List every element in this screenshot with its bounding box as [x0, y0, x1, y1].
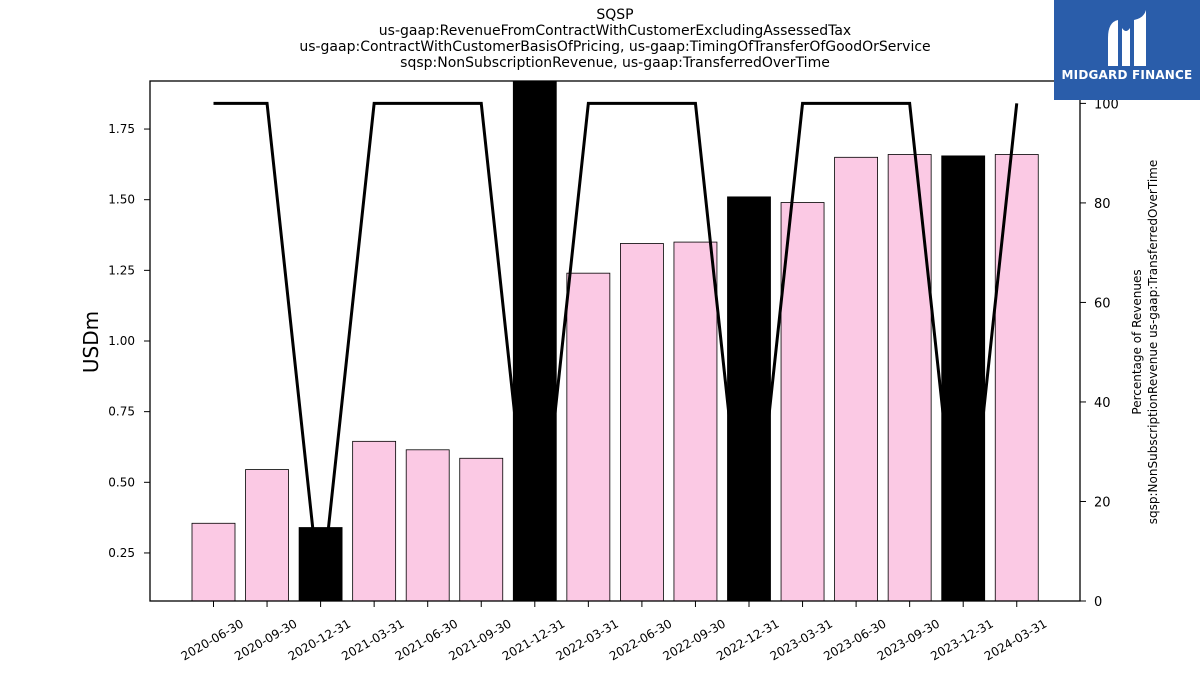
bars-group — [191, 80, 1039, 602]
y2-tick-label: 20 — [1094, 495, 1111, 510]
bar-2022-12-31 — [727, 196, 771, 602]
bar-2021-06-30 — [405, 449, 450, 602]
percentage-line — [213, 101, 1019, 602]
bar-2023-03-31 — [780, 202, 825, 602]
y2-tick-label: 0 — [1094, 595, 1102, 610]
plot-frame — [149, 80, 1081, 602]
y2-axis-ticks: 0 20 40 60 80 100 — [1080, 97, 1119, 610]
percentage-line-group — [213, 101, 1019, 602]
y2-axis-label-line-1: Percentage of Revenues — [1130, 269, 1144, 414]
bar-2021-12-31 — [512, 80, 557, 602]
y-tick-label: 1.75 — [108, 122, 135, 136]
y2-tick-label: 100 — [1094, 97, 1119, 112]
bar-2024-03-31 — [994, 154, 1039, 602]
y-tick-label: 1.50 — [108, 193, 135, 207]
y-tick-label: 0.75 — [108, 405, 135, 419]
chart-title-line-1: SQSP — [596, 7, 634, 23]
x-axis-ticks: 2020-06-302020-09-302020-12-312021-03-31… — [179, 601, 1049, 663]
bar-2023-12-31 — [941, 155, 986, 602]
y2-tick-label: 80 — [1094, 197, 1111, 212]
y-tick-label: 0.25 — [108, 546, 135, 560]
bar-2023-09-30 — [887, 154, 932, 602]
y2-tick-label: 60 — [1094, 296, 1111, 311]
logo-mark-icon — [1108, 10, 1146, 66]
y-tick-label: 0.50 — [108, 475, 135, 489]
bar-2021-09-30 — [459, 457, 504, 602]
bar-2023-06-30 — [834, 156, 878, 602]
chart-title-line-3: us-gaap:ContractWithCustomerBasisOfPrici… — [299, 39, 931, 55]
y-axis-ticks: 0.25 0.50 0.75 1.00 1.25 1.50 1.75 — [108, 122, 150, 560]
bar-2022-09-30 — [673, 241, 718, 602]
logo-text: MIDGARD FINANCE — [1061, 68, 1193, 82]
y2-tick-label: 40 — [1094, 396, 1111, 411]
y2-axis-label-line-2: sqsp:NonSubscriptionRevenue us-gaap:Tran… — [1146, 160, 1160, 524]
y-axis-label: USDm — [79, 311, 103, 373]
chart-title-line-4: sqsp:NonSubscriptionRevenue, us-gaap:Tra… — [400, 55, 830, 71]
y-tick-label: 1.25 — [108, 263, 135, 277]
midgard-finance-logo: MIDGARD FINANCE — [1054, 0, 1200, 100]
bar-2022-06-30 — [620, 243, 664, 602]
y-tick-label: 1.00 — [108, 334, 135, 348]
bar-2020-06-30 — [191, 522, 236, 602]
bar-2020-09-30 — [245, 469, 289, 602]
bar-2021-03-31 — [352, 440, 397, 602]
bar-2022-03-31 — [566, 272, 611, 602]
chart-title-line-2: us-gaap:RevenueFromContractWithCustomerE… — [378, 23, 852, 39]
